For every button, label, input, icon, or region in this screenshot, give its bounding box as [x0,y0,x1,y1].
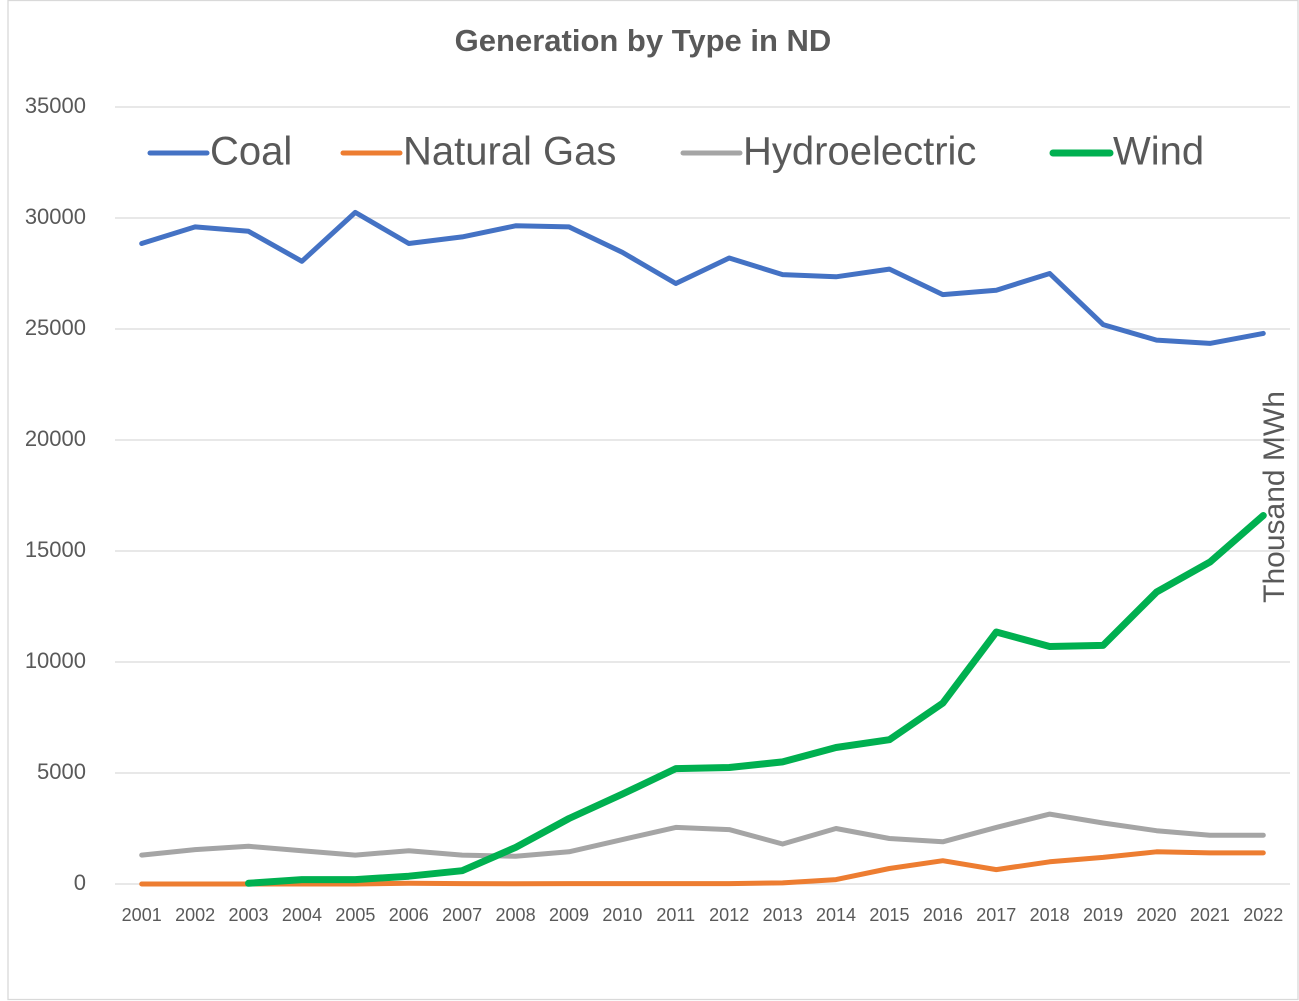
chart-title: Generation by Type in ND [455,23,832,58]
x-tick-label: 2017 [976,905,1016,925]
x-tick-label: 2021 [1190,905,1230,925]
x-tick-label: 2006 [389,905,429,925]
x-tick-label: 2004 [282,905,322,925]
y-tick-label: 5000 [37,759,86,784]
x-tick-label: 2015 [869,905,909,925]
y-tick-label: 10000 [25,648,86,673]
x-tick-label: 2012 [709,905,749,925]
y-axis-label: Thousand MWh [1258,391,1291,603]
legend-label: Coal [210,130,292,174]
x-tick-label: 2011 [656,905,695,925]
series-line [139,849,1266,887]
legend-label: Wind [1113,130,1204,174]
x-tick-label: 2008 [496,905,536,925]
legend-label: Natural Gas [403,130,616,174]
series-line [245,512,1267,887]
x-tick-label: 2018 [1030,905,1070,925]
x-tick-label: 2010 [602,905,642,925]
x-tick-label: 2001 [122,905,162,925]
x-tick-label: 2016 [923,905,963,925]
y-tick-label: 0 [74,870,86,895]
x-tick-label: 2014 [816,905,856,925]
y-tick-label: 35000 [25,93,86,118]
x-tick-label: 2005 [335,905,375,925]
x-tick-label: 2019 [1083,905,1123,925]
plot [139,209,1267,887]
y-tick-label: 15000 [25,537,86,562]
x-tick-label: 2007 [442,905,482,925]
y-tick-label: 25000 [25,315,86,340]
series-line [139,811,1266,859]
x-tick-label: 2003 [228,905,268,925]
x-tick-label: 2022 [1243,905,1283,925]
x-tick-label: 2009 [549,905,589,925]
legend-label: Hydroelectric [743,130,976,174]
x-tick-label: 2013 [763,905,803,925]
series-line [139,209,1266,346]
x-tick-label: 2002 [175,905,215,925]
x-tick-label: 2020 [1136,905,1176,925]
y-tick-label: 20000 [25,426,86,451]
y-tick-label: 30000 [25,204,86,229]
